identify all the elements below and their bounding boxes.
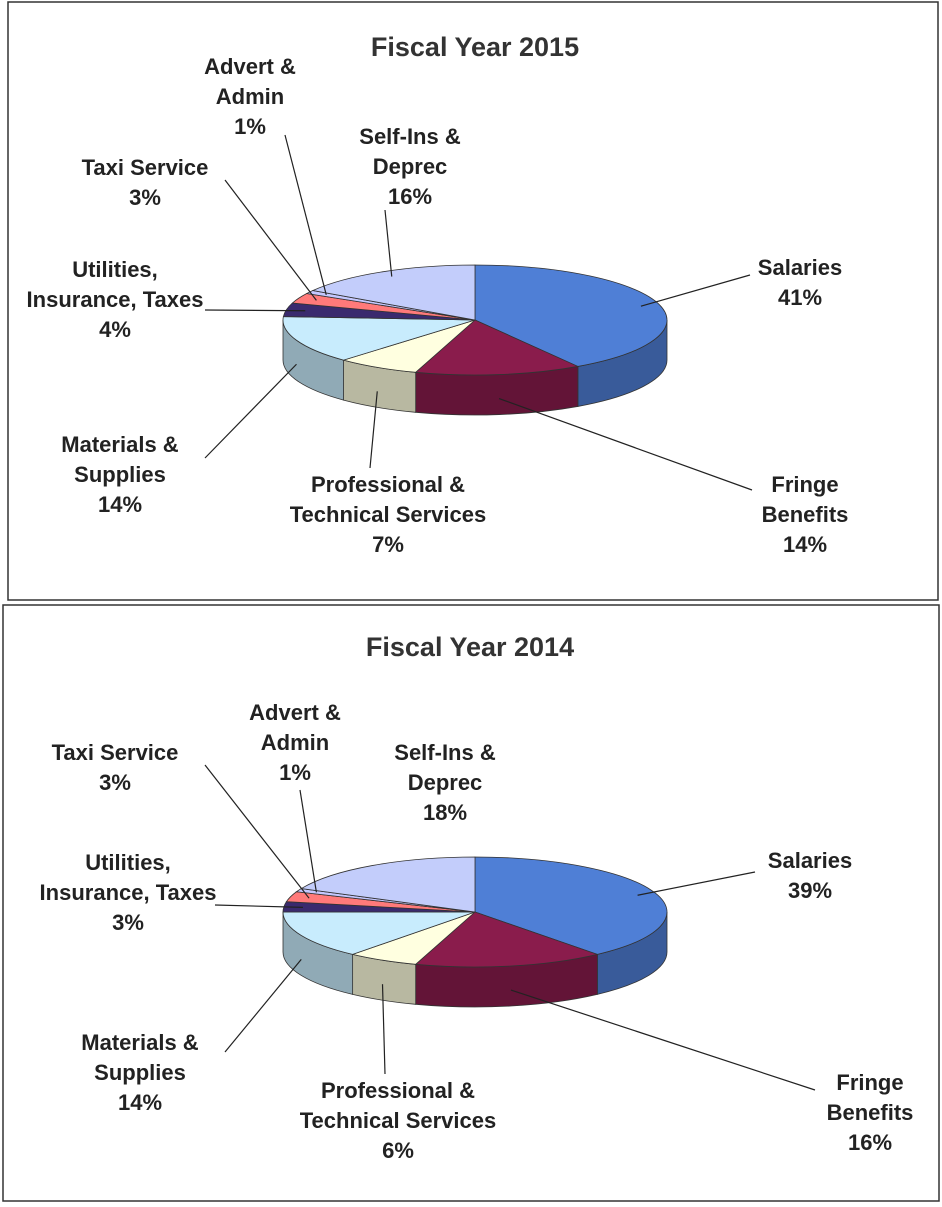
- slice: [282, 316, 476, 361]
- slice-label: Advert & Admin 1%: [175, 52, 325, 142]
- slice: [474, 264, 668, 367]
- leader-line: [214, 904, 303, 908]
- slice-label: Self-Ins & Deprec 16%: [330, 122, 490, 212]
- category-label: Professional & Technical Services: [289, 472, 487, 527]
- slice-label: Utilities, Insurance, Taxes 4%: [15, 255, 215, 345]
- slice: [414, 911, 599, 968]
- chart-border: [2, 604, 940, 1202]
- value-label: 39%: [787, 878, 833, 903]
- value-label: 1%: [234, 114, 266, 139]
- leader-line: [381, 984, 386, 1075]
- value-label: 3%: [112, 910, 144, 935]
- value-label: 7%: [372, 532, 404, 557]
- category-label: Advert & Admin: [249, 700, 341, 755]
- leader-line: [204, 309, 306, 312]
- leader-line: [224, 179, 317, 301]
- category-label: Advert & Admin: [204, 54, 296, 109]
- slice-label: Professional & Technical Services 7%: [278, 470, 498, 560]
- slice-label: Self-Ins & Deprec 18%: [365, 738, 525, 828]
- slice-label: Advert & Admin 1%: [220, 698, 370, 788]
- category-label: Salaries: [757, 255, 843, 280]
- slice-label: Materials & Supplies 14%: [20, 430, 220, 520]
- value-label: 14%: [117, 1090, 163, 1115]
- leader-line: [204, 764, 310, 899]
- value-label: 16%: [387, 184, 433, 209]
- slice: [300, 856, 476, 913]
- leader-line: [369, 391, 378, 469]
- category-label: Materials & Supplies: [81, 1030, 199, 1085]
- leader-line: [299, 789, 318, 893]
- category-label: Fringe Benefits: [826, 1070, 914, 1125]
- value-label: 18%: [422, 800, 468, 825]
- value-label: 6%: [382, 1138, 414, 1163]
- slice: [311, 264, 476, 321]
- slice-label: Salaries 41%: [730, 253, 870, 313]
- slice-label: Fringe Benefits 14%: [725, 470, 885, 560]
- leader-line: [284, 134, 327, 295]
- slice-label: Salaries 39%: [740, 846, 880, 906]
- leader-line: [384, 209, 393, 277]
- leader-line: [224, 959, 302, 1053]
- category-label: Utilities, Insurance, Taxes: [39, 850, 217, 905]
- chart-title: Fiscal Year 2014: [365, 632, 575, 662]
- chart-border: [7, 1, 939, 601]
- value-label: 3%: [129, 185, 161, 210]
- category-label: Taxi Service: [51, 740, 179, 765]
- leader-line: [640, 274, 751, 307]
- value-label: 14%: [97, 492, 143, 517]
- slice-label: Taxi Service 3%: [15, 738, 215, 798]
- leader-line: [637, 871, 756, 896]
- value-label: 14%: [782, 532, 828, 557]
- value-label: 3%: [99, 770, 131, 795]
- value-label: 41%: [777, 285, 823, 310]
- category-label: Materials & Supplies: [61, 432, 179, 487]
- category-label: Taxi Service: [81, 155, 209, 180]
- slice-label: Materials & Supplies 14%: [40, 1028, 240, 1118]
- leader-line: [498, 398, 753, 491]
- chart-title: Fiscal Year 2015: [370, 32, 580, 62]
- value-label: 4%: [99, 317, 131, 342]
- slice-label: Utilities, Insurance, Taxes 3%: [28, 848, 228, 938]
- category-label: Self-Ins & Deprec: [394, 740, 496, 795]
- category-label: Salaries: [767, 848, 853, 873]
- slice: [282, 911, 476, 955]
- slice: [414, 319, 580, 376]
- category-label: Fringe Benefits: [761, 472, 849, 527]
- value-label: 1%: [279, 760, 311, 785]
- slice: [474, 856, 668, 955]
- category-label: Self-Ins & Deprec: [359, 124, 461, 179]
- leader-line: [204, 363, 297, 459]
- slice-label: Professional & Technical Services 6%: [288, 1076, 508, 1166]
- category-label: Utilities, Insurance, Taxes: [26, 257, 204, 312]
- value-label: 16%: [847, 1130, 893, 1155]
- slice-label: Taxi Service 3%: [45, 153, 245, 213]
- leader-line: [510, 989, 816, 1091]
- category-label: Professional & Technical Services: [299, 1078, 497, 1133]
- slice-label: Fringe Benefits 16%: [790, 1068, 942, 1158]
